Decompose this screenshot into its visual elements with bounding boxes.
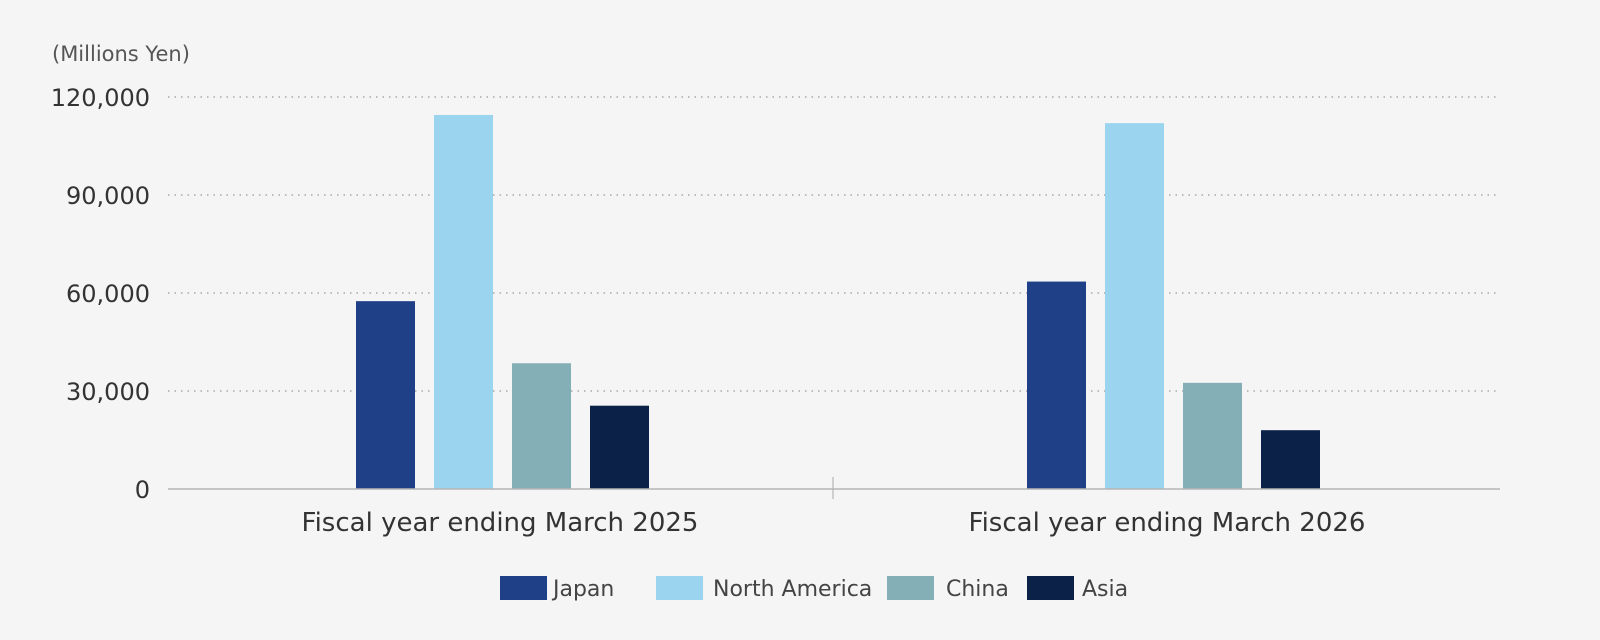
legend-swatch-north-america: [656, 576, 703, 600]
bar-japan: [356, 301, 415, 489]
x-axis-labels: Fiscal year ending March 2025 Fiscal year…: [302, 508, 1366, 538]
legend-label-north-america: North America: [713, 577, 872, 602]
bar-asia: [1261, 430, 1320, 489]
y-tick-label: 30,000: [66, 378, 150, 406]
legend-swatch-china: [887, 576, 934, 600]
legend-label-asia: Asia: [1082, 577, 1128, 602]
legend-swatch-asia: [1027, 576, 1074, 600]
x-axis: [168, 477, 1500, 499]
x-tick-label: Fiscal year ending March 2025: [302, 508, 699, 538]
bar-asia: [590, 405, 649, 489]
legend-label-china: China: [946, 577, 1009, 602]
x-tick-label: Fiscal year ending March 2026: [969, 508, 1366, 538]
y-unit-label: (Millions Yen): [52, 42, 190, 66]
bar-north-america: [1105, 123, 1164, 489]
y-tick-label: 60,000: [66, 280, 150, 308]
bar-north-america: [434, 114, 493, 489]
legend-label-japan: Japan: [551, 577, 614, 602]
y-tick-label: 0: [135, 476, 150, 504]
bars: [356, 114, 1320, 489]
bar-china: [512, 363, 571, 489]
y-tick-label: 120,000: [51, 84, 150, 112]
bar-japan: [1027, 281, 1086, 489]
legend-swatch-japan: [500, 576, 547, 600]
y-tick-label: 90,000: [66, 182, 150, 210]
y-axis-ticks: 0 30,000 60,000 90,000 120,000: [51, 84, 150, 504]
legend: Japan North America China Asia: [500, 576, 1128, 602]
bar-china: [1183, 382, 1242, 489]
